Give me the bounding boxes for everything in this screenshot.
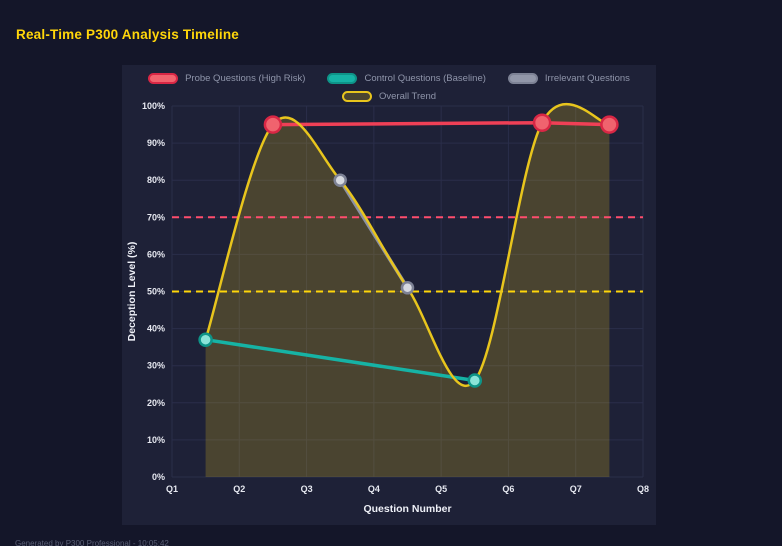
legend-label-trend: Overall Trend [378, 91, 437, 102]
footer-note: Generated by P300 Professional - 10:05:4… [15, 539, 169, 546]
y-tick-label: 100% [142, 101, 165, 111]
chart-panel: Probe Questions (High Risk) Control Ques… [122, 65, 656, 525]
x-tick-label: Q6 [502, 484, 514, 494]
y-tick-label: 90% [147, 138, 165, 148]
x-tick-label: Q2 [233, 484, 245, 494]
legend-item-overall-trend[interactable]: Overall Trend [341, 89, 437, 104]
y-tick-label: 60% [147, 249, 165, 259]
page-title: Real-Time P300 Analysis Timeline [16, 27, 240, 42]
legend-label-irrelevant: Irrelevant Questions [544, 73, 630, 84]
y-tick-label: 50% [147, 287, 165, 297]
data-point-irrelevant-questions[interactable] [333, 173, 347, 187]
legend-swatch-trend-icon [341, 91, 372, 102]
legend-row-2: Overall Trend [341, 89, 437, 104]
x-tick-label: Q1 [166, 484, 178, 494]
legend-row-1: Probe Questions (High Risk) Control Ques… [148, 71, 630, 86]
x-tick-label: Q4 [368, 484, 380, 494]
y-tick-label: 30% [147, 361, 165, 371]
y-tick-label: 70% [147, 212, 165, 222]
x-tick-label: Q3 [301, 484, 313, 494]
data-point-irrelevant-questions[interactable] [400, 281, 415, 295]
x-tick-label: Q8 [637, 484, 649, 494]
data-point-probe-questions-high-risk[interactable] [263, 115, 283, 134]
legend-item-control-questions[interactable]: Control Questions (Baseline) [327, 71, 486, 86]
series-line-control-questions-baseline [203, 337, 477, 383]
legend-label-control: Control Questions (Baseline) [364, 73, 486, 84]
y-tick-label: 10% [147, 435, 165, 445]
series-line-probe-questions-high-risk [271, 120, 612, 127]
y-axis-title: Deception Level (%) [126, 242, 138, 342]
x-axis-title: Question Number [363, 503, 451, 515]
legend-swatch-irrelevant-icon [507, 73, 538, 84]
y-tick-label: 80% [147, 175, 165, 185]
legend-swatch-probe-icon [148, 73, 179, 84]
legend-item-irrelevant-questions[interactable]: Irrelevant Questions [507, 71, 630, 86]
y-tick-label: 0% [152, 472, 165, 482]
x-tick-label: Q5 [435, 484, 447, 494]
legend-label-probe: Probe Questions (High Risk) [185, 73, 306, 84]
y-tick-label: 40% [147, 324, 165, 334]
chart-canvas: 0% 10% 20% 30% 40% 50% 60% 70% 80% 90% 100% Q1 Q2 Q3 Q… [126, 101, 649, 515]
chart-legend: Probe Questions (High Risk) Control Ques… [122, 71, 656, 104]
data-point-probe-questions-high-risk[interactable] [600, 115, 619, 134]
data-point-control-questions-baseline[interactable] [467, 373, 483, 388]
x-tick-label: Q7 [570, 484, 582, 494]
data-point-control-questions-baseline[interactable] [198, 332, 213, 347]
legend-swatch-control-icon [327, 73, 358, 84]
data-point-probe-questions-high-risk[interactable] [532, 113, 552, 132]
y-tick-label: 20% [147, 398, 165, 408]
legend-item-probe-questions[interactable]: Probe Questions (High Risk) [148, 71, 305, 86]
